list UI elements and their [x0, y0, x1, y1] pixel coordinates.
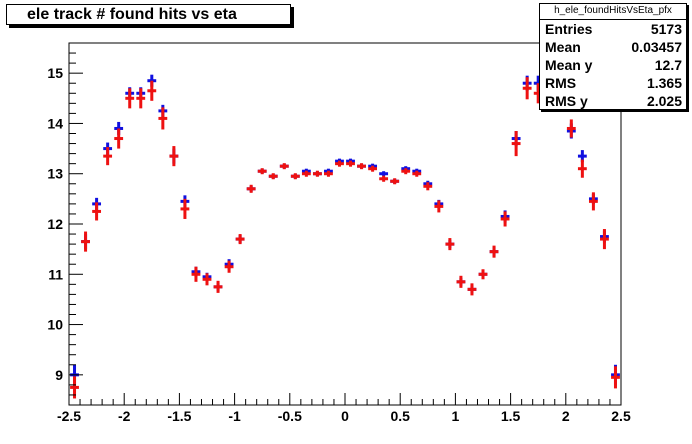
- data-point: [224, 260, 234, 273]
- data-point: [379, 171, 389, 177]
- data-point: [103, 147, 113, 166]
- data-point: [423, 182, 433, 191]
- x-tick-label: -0.5: [278, 408, 302, 424]
- y-tick-label: 9: [55, 367, 63, 383]
- y-tick-label: 13: [47, 166, 63, 182]
- data-point: [147, 80, 157, 101]
- stats-value: 5173: [650, 21, 682, 37]
- x-tick-label: 1.5: [501, 408, 521, 424]
- data-point: [268, 173, 278, 180]
- data-point: [335, 160, 344, 167]
- chart-marks: [70, 74, 620, 399]
- data-point: [169, 146, 179, 167]
- stats-label: Entries: [545, 21, 593, 37]
- stats-label: Mean y: [545, 57, 593, 73]
- chart-axes: -2.5 -2 -1.5 -1 -0.5 0 0.5 1 1.5 2 2.5 9 10 11 12 13 14 1…: [47, 42, 631, 424]
- data-point: [412, 170, 422, 177]
- stats-row-mean-y: Mean y 12.7: [540, 56, 686, 74]
- data-point: [246, 184, 256, 193]
- x-tick-label: 2: [562, 408, 570, 424]
- x-tick-label: 0.5: [390, 408, 410, 424]
- data-point: [114, 128, 124, 149]
- stats-label: RMS y: [545, 93, 588, 109]
- data-point: [588, 192, 598, 211]
- chart-title: ele track # found hits vs eta: [6, 4, 291, 25]
- y-tick-label: 12: [47, 216, 63, 232]
- x-tick-label: 0: [341, 408, 349, 424]
- stats-row-rms: RMS 1.365: [540, 74, 686, 92]
- data-point: [235, 234, 245, 245]
- data-point: [257, 168, 267, 175]
- x-tick-label: -2.5: [57, 408, 81, 424]
- x-tick-label: 1: [452, 408, 460, 424]
- data-point: [92, 202, 102, 221]
- stats-value: 0.03457: [631, 39, 682, 55]
- data-point: [158, 107, 168, 130]
- stats-label: RMS: [545, 75, 577, 91]
- stats-row-rms-y: RMS y 2.025: [540, 92, 686, 110]
- data-point: [368, 165, 378, 172]
- stats-value: 2.025: [646, 93, 682, 109]
- data-point: [467, 283, 477, 296]
- data-point: [401, 168, 411, 175]
- stats-row-entries: Entries 5173: [540, 20, 686, 38]
- data-point: [390, 178, 400, 185]
- data-point: [357, 163, 366, 170]
- data-point: [478, 269, 488, 280]
- data-point: [180, 198, 190, 219]
- data-point: [489, 245, 499, 258]
- data-point: [500, 211, 510, 227]
- data-point: [213, 280, 223, 293]
- data-point: [445, 238, 455, 251]
- y-tick-label: 11: [48, 266, 63, 282]
- stats-value: 1.365: [646, 75, 682, 91]
- data-point: [346, 160, 355, 167]
- x-tick-label: 2.5: [611, 408, 631, 424]
- y-tick-label: 14: [47, 115, 63, 131]
- data-point: [379, 175, 389, 182]
- data-point: [434, 200, 444, 213]
- data-point: [456, 275, 466, 288]
- data-point: [324, 170, 333, 177]
- stats-label: Mean: [545, 39, 581, 55]
- data-point: [511, 130, 521, 157]
- data-point: [136, 88, 146, 109]
- data-point: [312, 170, 322, 177]
- data-point: [600, 229, 609, 250]
- x-tick-label: -2: [118, 408, 131, 424]
- x-tick-label: -1.5: [167, 408, 191, 424]
- data-point: [191, 266, 201, 282]
- stats-box: h_ele_foundHitsVsEta_pfx Entries 5173 Me…: [539, 3, 687, 110]
- stats-row-mean: Mean 0.03457: [540, 38, 686, 56]
- data-point: [611, 366, 620, 389]
- data-point: [279, 163, 289, 170]
- data-point: [290, 173, 300, 180]
- data-point: [522, 77, 532, 100]
- y-tick-label: 10: [47, 317, 63, 333]
- stats-value: 12.7: [654, 57, 682, 73]
- data-point: [81, 231, 90, 252]
- stats-histogram-name: h_ele_foundHitsVsEta_pfx: [540, 4, 686, 20]
- data-point: [125, 88, 135, 109]
- data-point: [301, 170, 311, 177]
- data-point: [566, 119, 576, 138]
- data-point: [202, 273, 212, 286]
- x-tick-label: -1: [228, 408, 241, 424]
- data-point: [577, 159, 587, 178]
- y-tick-label: 15: [47, 65, 63, 81]
